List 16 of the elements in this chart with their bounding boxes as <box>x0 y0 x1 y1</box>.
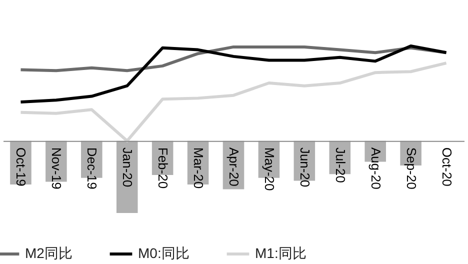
x-tick-label: Oct-19 <box>14 147 29 186</box>
x-tick-label: Jul-20 <box>332 147 348 183</box>
x-tick-label: Aug-20 <box>368 147 384 190</box>
legend-label: M1:同比 <box>255 245 306 261</box>
x-tick-label: Dec-19 <box>84 147 100 190</box>
x-tick-label: Nov-19 <box>49 147 64 190</box>
x-tick-label: Apr-20 <box>226 147 242 186</box>
x-tick-label: May-20 <box>262 147 277 191</box>
legend-label: M2同比 <box>25 245 72 261</box>
x-tick-label: Sep-20 <box>404 147 419 190</box>
x-tick-label: Feb-20 <box>156 147 171 189</box>
x-tick-label: Oct-20 <box>439 147 454 186</box>
legend-label: M0:同比 <box>138 245 190 261</box>
x-tick-label: Mar-20 <box>191 147 206 189</box>
x-tick-label: Jun-20 <box>297 147 312 188</box>
x-tick-label: Jan-20 <box>120 147 136 188</box>
